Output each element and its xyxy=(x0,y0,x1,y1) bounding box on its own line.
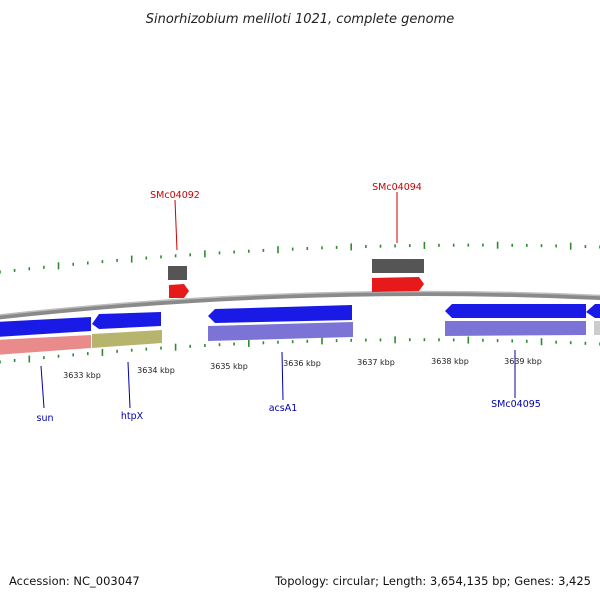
genome-summary-text: Topology: circular; Length: 3,654,135 bp… xyxy=(275,574,591,588)
feature-sun-cds-arrow[interactable] xyxy=(0,317,91,337)
feature-htpX[interactable] xyxy=(92,312,162,348)
feature-acsA1-gene-bar[interactable] xyxy=(208,322,353,341)
feature-SMc04095-gene-bar[interactable] xyxy=(445,321,586,336)
tick-label-3635: 3635 kbp xyxy=(210,362,248,371)
gene-label-acsA1[interactable]: acsA1 xyxy=(269,403,298,414)
gene-label-htpX[interactable]: htpX xyxy=(121,411,144,422)
feature-sun[interactable] xyxy=(0,317,91,355)
map-title: Sinorhizobium meliloti 1021, complete ge… xyxy=(146,12,455,27)
tick-label-3637: 3637 kbp xyxy=(357,358,395,367)
tick-label-3638: 3638 kbp xyxy=(431,357,469,366)
feature-sun-gene-bar[interactable] xyxy=(0,335,91,355)
leader-sun xyxy=(40,365,45,409)
feature-partial-right-gene-bar[interactable] xyxy=(594,321,600,335)
tick-label-3634: 3634 kbp xyxy=(137,366,175,375)
feature-SMc04094-cds-arrow[interactable] xyxy=(372,277,424,292)
feature-partial-right-cds-arrow[interactable] xyxy=(586,304,600,318)
gene-label-SMc04094[interactable]: SMc04094 xyxy=(372,182,422,193)
feature-acsA1[interactable] xyxy=(208,305,353,341)
genome-backbone-highlight xyxy=(0,290,600,316)
leader-acsA1 xyxy=(281,351,284,401)
feature-SMc04095[interactable] xyxy=(445,304,586,336)
gene-label-SMc04092[interactable]: SMc04092 xyxy=(150,190,200,201)
leader-SMc04092 xyxy=(174,199,178,251)
genome-backbone xyxy=(0,291,600,320)
feature-acsA1-cds-arrow[interactable] xyxy=(208,305,352,323)
gene-label-SMc04095[interactable]: SMc04095 xyxy=(491,399,541,410)
feature-htpX-cds-arrow[interactable] xyxy=(92,312,161,329)
feature-SMc04092-cds-arrow[interactable] xyxy=(169,284,189,298)
feature-htpX-gene-bar[interactable] xyxy=(92,330,162,348)
tick-row-inner xyxy=(0,336,600,364)
feature-SMc04094[interactable] xyxy=(372,259,424,292)
feature-SMc04092-gene-bar[interactable] xyxy=(168,266,187,280)
feature-SMc04092[interactable] xyxy=(168,266,189,298)
leader-htpX xyxy=(127,361,131,409)
gene-label-sun[interactable]: sun xyxy=(37,413,54,424)
feature-partial-right[interactable] xyxy=(586,304,600,335)
tick-label-3633: 3633 kbp xyxy=(63,371,101,380)
tick-label-3639: 3639 kbp xyxy=(504,357,542,366)
feature-SMc04094-gene-bar[interactable] xyxy=(372,259,424,273)
accession-text: Accession: NC_003047 xyxy=(9,574,140,588)
tick-label-3636: 3636 kbp xyxy=(283,359,321,368)
feature-SMc04095-cds-arrow[interactable] xyxy=(445,304,586,318)
tick-row-outer xyxy=(0,241,600,274)
